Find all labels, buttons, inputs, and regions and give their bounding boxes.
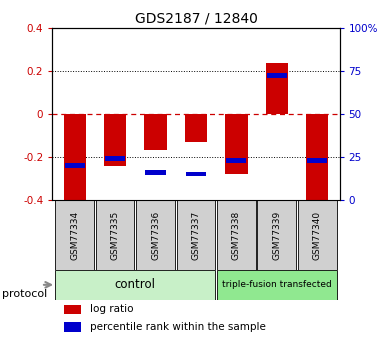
Text: GSM77335: GSM77335 (111, 210, 120, 260)
Bar (136, 200, 175, 270)
Text: GSM77340: GSM77340 (313, 210, 322, 259)
Bar (306, 114, 328, 204)
Text: control: control (115, 278, 156, 291)
Text: percentile rank within the sample: percentile rank within the sample (90, 322, 265, 332)
Text: protocol: protocol (2, 289, 47, 299)
Bar (64, 114, 86, 200)
Bar (217, 270, 337, 300)
Bar (186, 172, 206, 177)
Bar (266, 63, 288, 114)
Bar (104, 114, 126, 166)
Text: triple-fusion transfected: triple-fusion transfected (222, 280, 332, 289)
Bar (225, 114, 248, 174)
Bar (257, 200, 296, 270)
Title: GDS2187 / 12840: GDS2187 / 12840 (135, 11, 257, 25)
Bar (55, 270, 215, 300)
Bar (55, 200, 94, 270)
Bar (217, 200, 256, 270)
Bar (267, 73, 287, 78)
Text: GSM77337: GSM77337 (191, 210, 201, 260)
Text: log ratio: log ratio (90, 304, 133, 314)
Bar (307, 158, 327, 163)
Bar (144, 114, 166, 150)
Text: GSM77339: GSM77339 (272, 210, 281, 260)
Bar (65, 163, 85, 168)
Bar (298, 200, 337, 270)
Bar (105, 156, 125, 161)
Bar (64, 305, 81, 314)
Bar (96, 200, 135, 270)
Bar (185, 114, 207, 142)
Bar (226, 158, 246, 163)
Text: GSM77338: GSM77338 (232, 210, 241, 260)
Text: GSM77336: GSM77336 (151, 210, 160, 260)
Bar (177, 200, 215, 270)
Text: GSM77334: GSM77334 (70, 210, 79, 259)
Bar (146, 170, 166, 175)
Bar (64, 322, 81, 332)
